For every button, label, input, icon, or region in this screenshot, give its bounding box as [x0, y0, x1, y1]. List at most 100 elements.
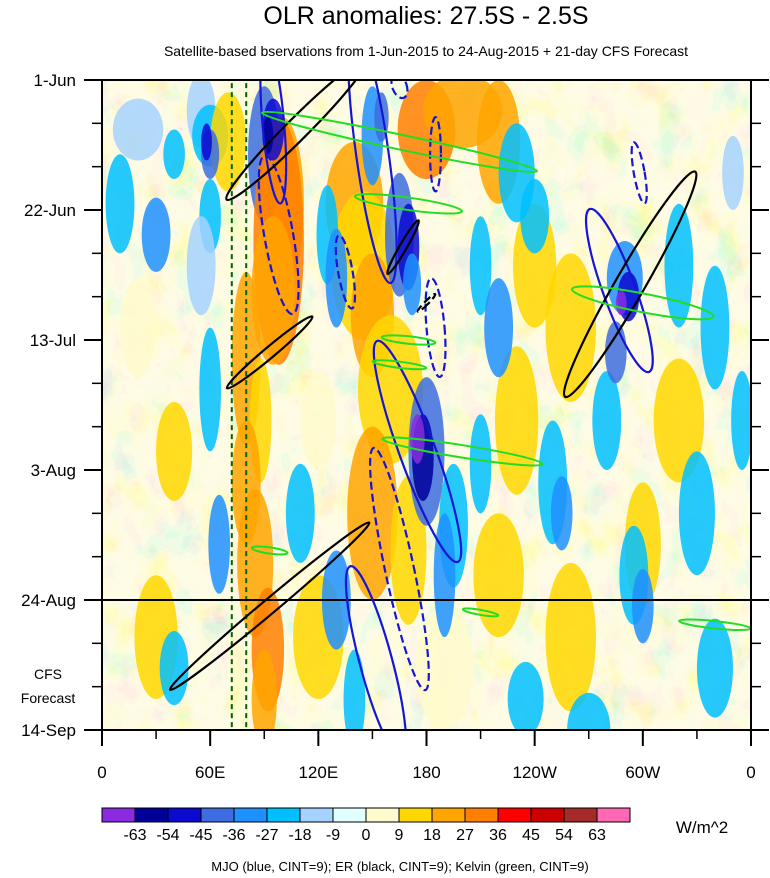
mjo-contour: [584, 207, 654, 374]
mjo-contour: [424, 277, 447, 379]
colorbar-swatch: [299, 807, 334, 823]
colorbar-swatch: [233, 807, 268, 823]
forecast-label-line2: Forecast: [21, 690, 76, 706]
kelvin-contour: [353, 193, 464, 215]
colorbar-swatch: [167, 807, 202, 823]
anomaly-blob: [199, 327, 221, 452]
kelvin-contour: [571, 285, 715, 321]
mjo-contour: [257, 154, 300, 316]
x-tick-label: 60W: [625, 763, 660, 782]
anomaly-blob: [201, 123, 212, 161]
anomaly-blob: [415, 606, 474, 730]
anomaly-blob: [347, 426, 398, 600]
anomaly-blob: [567, 692, 611, 730]
colorbar-label: 63: [588, 827, 606, 844]
anomaly-blob: [664, 203, 694, 328]
kelvin-contour: [371, 359, 428, 371]
colorbar-label: 36: [489, 827, 507, 844]
er-contour: [416, 292, 437, 313]
anomaly-blob: [604, 321, 627, 384]
colorbar-swatch: [101, 807, 136, 823]
colorbar-swatch: [134, 807, 169, 823]
anomaly-blob: [700, 265, 730, 390]
colorbar-swatch: [332, 807, 367, 823]
anomaly-blob: [507, 661, 544, 730]
y-tick-label: 22-Jun: [24, 201, 76, 220]
anomaly-blob: [285, 463, 315, 563]
mjo-contour: [390, 80, 409, 100]
mjo-contour: [344, 565, 408, 730]
colorbar-units: W/m^2: [676, 818, 728, 837]
anomaly-blob: [343, 649, 366, 730]
er-contour: [386, 219, 420, 276]
y-tick-label: 14-Sep: [21, 721, 76, 740]
anomaly-blob: [105, 154, 135, 254]
chart-subtitle: Satellite-based bservations from 1-Jun-2…: [164, 43, 688, 59]
kelvin-contour: [250, 545, 289, 556]
colorbar-swatch: [464, 807, 499, 823]
anomaly-blob: [498, 123, 535, 223]
anomaly-blob: [545, 562, 596, 712]
x-tick-label: 120E: [298, 763, 338, 782]
plot-area: [102, 80, 751, 730]
colorbar-label: -36: [222, 827, 245, 844]
x-tick-label: 60E: [195, 763, 225, 782]
anomaly-blob: [208, 494, 230, 594]
kelvin-contour: [260, 110, 539, 174]
y-tick-label: 13-Jul: [30, 331, 76, 350]
wave-contours: [168, 80, 751, 730]
x-axis: 0 60E 120E 180 120W 60W 0: [97, 730, 756, 782]
colorbar-label: 54: [555, 827, 573, 844]
x-tick-label: 0: [746, 763, 755, 782]
anomaly-blob: [403, 253, 422, 316]
colorbar-swatch: [398, 807, 433, 823]
mjo-contour: [334, 234, 357, 310]
colorbar-swatch: [266, 807, 301, 823]
anomaly-blob: [653, 358, 705, 483]
colorbar-swatch: [497, 807, 532, 823]
anomaly-blob: [433, 513, 456, 638]
mjo-contour: [369, 446, 430, 692]
anomaly-blob: [469, 414, 492, 514]
contour-legend: MJO (blue, CINT=9); ER (black, CINT=9); …: [211, 859, 588, 874]
anomaly-blob: [112, 98, 164, 161]
anomaly-blob: [722, 135, 744, 210]
colorbar-label: 18: [423, 827, 441, 844]
mjo-contour: [347, 80, 398, 285]
x-tick-label: 120W: [512, 763, 556, 782]
anomaly-blob: [156, 401, 193, 501]
anomaly-blob: [731, 370, 751, 470]
colorbar-swatch: [365, 807, 400, 823]
colorbar-swatch: [200, 807, 235, 823]
colorbar-swatch: [563, 807, 598, 823]
er-contour: [225, 80, 369, 202]
y-tick-label: 1-Jun: [33, 71, 76, 90]
colorbar-label: 9: [395, 827, 404, 844]
x-tick-label: 180: [412, 763, 440, 782]
forecast-label-line1: CFS: [34, 666, 62, 682]
colorbar-label: -63: [123, 827, 146, 844]
colorbar-swatch: [596, 807, 631, 823]
anomaly-blob: [325, 228, 348, 328]
colorbar-label: -45: [189, 827, 212, 844]
colorbar-label: -54: [156, 827, 179, 844]
anomaly-blob: [186, 216, 216, 316]
er-contour: [562, 170, 698, 399]
anomaly-blob: [678, 451, 715, 576]
colorbar-label: 0: [362, 827, 371, 844]
y-tick-label: 3-Aug: [31, 461, 76, 480]
mjo-contour: [372, 339, 463, 564]
anomaly-blob: [545, 253, 596, 402]
colorbar-label: -27: [255, 827, 278, 844]
reference-lines: [102, 83, 751, 730]
anomaly-blob: [632, 569, 654, 644]
anomaly-blob: [159, 630, 189, 706]
colorbar-swatch: [530, 807, 565, 823]
kelvin-contour: [380, 334, 437, 346]
anomaly-blob: [615, 290, 627, 316]
anomaly-blob: [251, 649, 277, 730]
er-contour: [225, 315, 314, 390]
y-axis: 1-Jun 22-Jun 13-Jul 3-Aug 24-Aug 14-Sep: [21, 71, 769, 740]
anomaly-blob: [484, 278, 514, 378]
